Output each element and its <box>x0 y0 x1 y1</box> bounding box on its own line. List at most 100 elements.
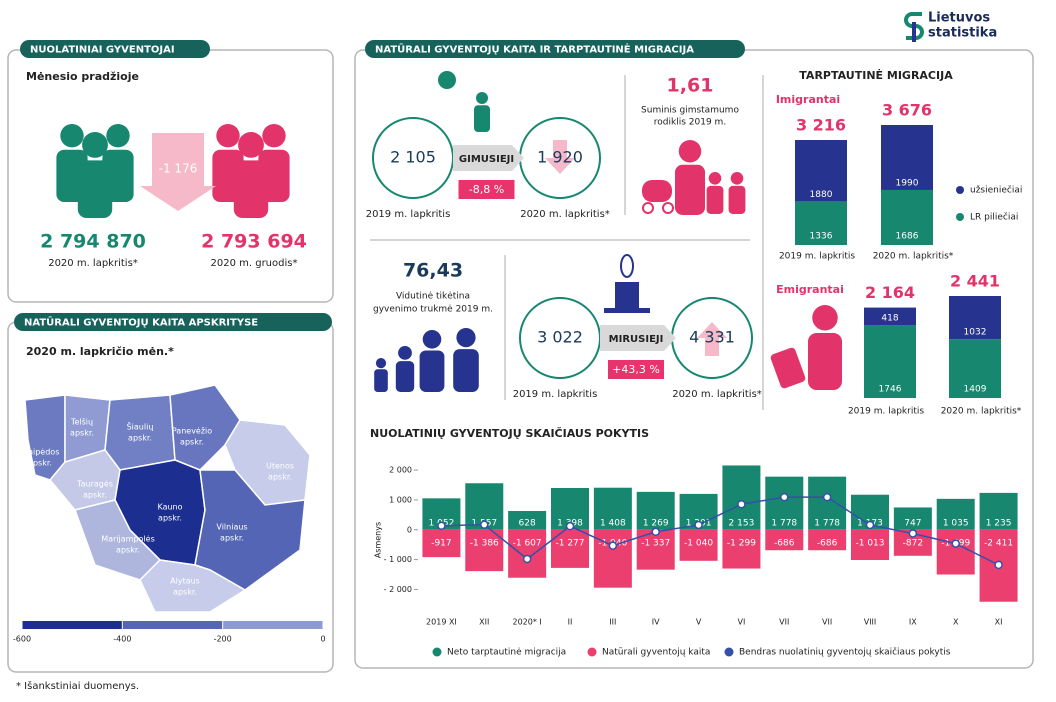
county-label: apskr. <box>70 429 94 438</box>
date: 2019 m. lapkritis <box>513 389 598 400</box>
county-label: Alytaus <box>170 577 200 586</box>
county <box>139 559 247 613</box>
chart-title: NUOLATINIŲ GYVENTOJŲ SKAIČIAUS POKYTIS <box>370 427 649 440</box>
bar <box>508 529 547 578</box>
value-label: -686 <box>774 538 795 548</box>
tab <box>365 40 745 58</box>
footnote: * Išankstiniai duomenys. <box>16 680 139 692</box>
scale-segment <box>222 621 323 629</box>
value-label: 1 035 <box>943 518 969 528</box>
date: 2019 m. lapkritis <box>366 209 451 220</box>
bar-segment <box>949 339 1001 398</box>
x-tick-label: XII <box>479 618 489 627</box>
total-label: 2 441 <box>950 272 1000 291</box>
value-label: 1 778 <box>814 518 840 528</box>
value-label: 1 408 <box>600 518 626 528</box>
bar <box>722 529 761 569</box>
value-label: 1990 <box>896 178 919 188</box>
value-label: 628 <box>519 518 536 528</box>
value-label: 1409 <box>964 385 987 395</box>
y-tick-label: - 1 000 <box>384 555 412 564</box>
bar-segment <box>864 325 916 398</box>
arrow-down <box>140 133 216 211</box>
total-label: 2 164 <box>865 283 915 302</box>
x-tick-label: XI <box>995 618 1003 627</box>
legend-marker <box>724 647 734 657</box>
arrow-icon <box>545 140 575 174</box>
icon-head <box>708 172 722 185</box>
icon <box>438 71 456 89</box>
x-tick-label: 2020 m. lapkritis* <box>941 407 1022 417</box>
x-tick-label: VI <box>738 618 746 627</box>
line-point <box>737 500 746 509</box>
line-point <box>565 521 575 531</box>
county-label: Telšių <box>70 417 93 427</box>
icon-head <box>216 124 240 148</box>
icon-body <box>233 160 269 218</box>
legend-label: užsieniečiai <box>970 185 1022 196</box>
icon <box>615 282 639 310</box>
icon-head <box>730 172 744 185</box>
value: 2 105 <box>390 148 436 167</box>
value: 1 920 <box>537 148 583 167</box>
icon-head <box>262 124 286 148</box>
icon-body <box>453 349 479 392</box>
x-tick-label: VII <box>822 618 832 627</box>
bar <box>808 476 847 530</box>
county-label: apskr. <box>83 491 107 500</box>
date: 2020 m. lapkritis* <box>520 209 610 220</box>
county-label: Tauragės <box>76 480 113 489</box>
line <box>441 496 999 566</box>
icon-head <box>82 132 108 158</box>
value-label: -1 299 <box>727 538 756 548</box>
icon-head <box>456 328 476 348</box>
x-tick-label: III <box>609 618 616 627</box>
x-tick-label: 2019 m. lapkritis <box>848 407 924 417</box>
value-label: -1 013 <box>855 538 884 548</box>
value-label: 418 <box>881 314 898 324</box>
value-label: -1 277 <box>555 538 584 548</box>
tab <box>14 313 332 331</box>
note: Vidutinė tikėtina <box>396 292 470 302</box>
bar <box>465 529 504 572</box>
date: 2020 m. lapkritis* <box>48 258 138 269</box>
scale-label: 0 <box>320 635 325 644</box>
scale-segment <box>22 621 123 629</box>
bar <box>722 465 761 530</box>
legend-marker <box>587 647 597 657</box>
bar-segment <box>864 307 916 326</box>
value-label: 1032 <box>964 328 987 338</box>
y-tick-label: 2 000 <box>389 466 412 475</box>
county-label: apskr. <box>128 434 152 443</box>
value-label: -1 337 <box>641 538 670 548</box>
county-label: Panevėžio <box>172 427 212 436</box>
subtitle: Mėnesio pradžioje <box>26 70 139 83</box>
note: gyvenimo trukmė 2019 m. <box>373 305 493 315</box>
county-label: apskr. <box>28 459 52 468</box>
x-tick-label: IV <box>652 618 660 627</box>
line-point <box>908 529 918 538</box>
value: 2 794 870 <box>40 231 146 253</box>
scale-label: -200 <box>214 635 232 644</box>
bar <box>851 529 889 561</box>
note: rodiklis 2019 m. <box>654 118 726 128</box>
value-label: -1 040 <box>684 538 713 548</box>
tab-title: NATŪRALI GYVENTOJŲ KAITA IR TARPTAUTINĖ … <box>375 42 694 56</box>
value-label: 1 269 <box>643 518 669 528</box>
line-point <box>951 539 960 548</box>
x-tick-label: 2020* I <box>513 618 542 627</box>
bar <box>893 507 932 530</box>
legend-label: Natūrali gyventojų kaita <box>602 648 710 658</box>
icon <box>662 202 674 214</box>
chart-subtitle: Emigrantai <box>776 283 844 296</box>
county-label: Šiaulių <box>127 421 154 432</box>
change: +43,3 % <box>612 363 660 376</box>
y-tick-label: - 2 000 <box>384 585 412 594</box>
icon-head <box>238 132 264 158</box>
line-point <box>780 492 789 502</box>
bar <box>936 498 975 530</box>
county-label: apskr. <box>116 546 140 555</box>
y-axis-label: Asmenys <box>374 522 383 558</box>
value-label: 1336 <box>810 232 833 242</box>
